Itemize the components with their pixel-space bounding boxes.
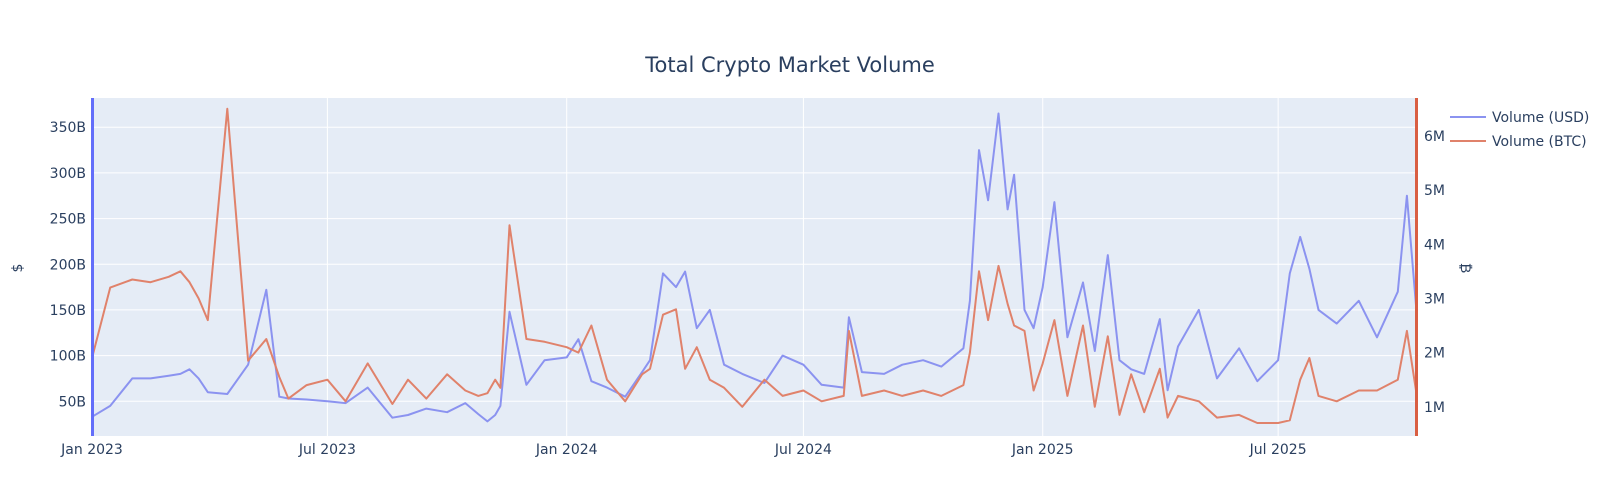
y-left-tick-label: 150B xyxy=(50,303,86,319)
y-left-tick-label: 250B xyxy=(50,212,86,228)
y-left-axis-ticks: 50B 100B 150B 200B 250B 300B 350B xyxy=(50,120,86,410)
legend-label-btc: Volume (BTC) xyxy=(1492,134,1587,150)
legend-item-usd[interactable]: Volume (USD) xyxy=(1450,110,1589,126)
x-tick-label: Jan 2025 xyxy=(1011,442,1074,458)
x-tick-label: Jul 2023 xyxy=(298,442,356,458)
y-right-axis-label: ₿ xyxy=(1457,263,1473,273)
x-axis-ticks: Jan 2023 Jul 2023 Jan 2024 Jul 2024 Jan 2025… xyxy=(60,442,1306,458)
y-right-tick-label: 2M xyxy=(1424,346,1445,362)
x-tick-label: Jul 2025 xyxy=(1249,442,1307,458)
plot-area xyxy=(92,98,1416,436)
legend[interactable]: Volume (USD) Volume (BTC) xyxy=(1450,110,1589,150)
x-tick-label: Jan 2023 xyxy=(60,442,123,458)
y-right-tick-label: 6M xyxy=(1424,129,1445,145)
y-left-tick-label: 350B xyxy=(50,120,86,136)
y-right-axis-ticks: 1M 2M 3M 4M 5M 6M xyxy=(1424,129,1445,416)
y-right-tick-label: 4M xyxy=(1424,237,1445,253)
chart-title: Total Crypto Market Volume xyxy=(644,53,935,77)
legend-item-btc[interactable]: Volume (BTC) xyxy=(1450,134,1587,150)
y-left-tick-label: 200B xyxy=(50,257,86,273)
x-tick-label: Jan 2024 xyxy=(535,442,598,458)
y-right-tick-label: 1M xyxy=(1424,400,1445,416)
y-right-tick-label: 3M xyxy=(1424,291,1445,307)
x-tick-label: Jul 2024 xyxy=(774,442,832,458)
y-left-tick-label: 50B xyxy=(59,394,86,410)
y-left-tick-label: 300B xyxy=(50,166,86,182)
series-btc-group xyxy=(91,107,1417,424)
y-left-axis-label: $ xyxy=(10,264,26,273)
y-left-tick-label: 100B xyxy=(50,349,86,365)
legend-label-usd: Volume (USD) xyxy=(1492,110,1589,126)
series-usd-group xyxy=(91,112,1417,423)
y-right-tick-label: 5M xyxy=(1424,183,1445,199)
